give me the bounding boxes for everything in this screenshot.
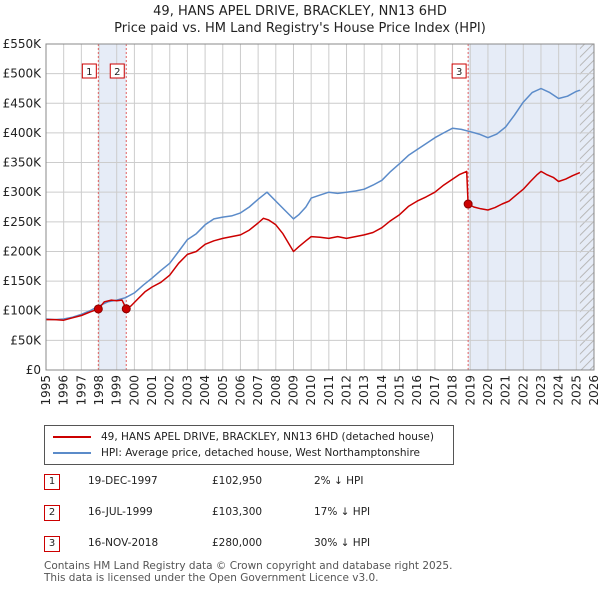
x-tick-label: 2026	[587, 375, 600, 406]
chart-title: 49, HANS APEL DRIVE, BRACKLEY, NN13 6HD	[153, 4, 447, 19]
x-tick-label: 1999	[110, 375, 124, 406]
property-price-line	[46, 170, 581, 321]
sale-row: 2 16-JUL-1999 £103,300 17% ↓ HPI	[44, 505, 564, 536]
sale-marker-label: 1	[86, 67, 92, 78]
sale-price: £102,950	[212, 475, 263, 487]
x-tick-label: 2002	[163, 375, 177, 406]
x-tick-label: 2019	[463, 375, 477, 406]
y-tick-label: £200K	[3, 244, 43, 258]
sale-row: 1 19-DEC-1997 £102,950 2% ↓ HPI	[44, 474, 564, 505]
sale-date: 16-JUL-1999	[88, 506, 153, 518]
sale-date: 16-NOV-2018	[88, 537, 159, 549]
sale-row: 3 16-NOV-2018 £280,000 30% ↓ HPI	[44, 536, 564, 567]
shaded-span	[468, 44, 594, 370]
x-tick-label: 2005	[216, 375, 230, 406]
sale-hpi-diff: 2% ↓ HPI	[314, 475, 364, 487]
x-tick-label: 2016	[410, 375, 424, 406]
legend-blue-label: HPI: Average price, detached house, West…	[101, 447, 420, 459]
sale-point	[121, 304, 131, 314]
footer-copyright: Contains HM Land Registry data © Crown c…	[44, 560, 453, 572]
y-tick-label: £0	[26, 363, 41, 377]
x-tick-label: 2008	[269, 375, 283, 406]
x-tick-label: 1997	[74, 375, 88, 406]
x-tick-label: 2007	[251, 375, 265, 406]
legend-red-line	[53, 436, 91, 438]
x-tick-label: 2022	[516, 375, 530, 406]
sale-marker: 2	[44, 505, 60, 521]
legend-red-label: 49, HANS APEL DRIVE, BRACKLEY, NN13 6HD …	[101, 431, 434, 443]
sale-hpi-diff: 17% ↓ HPI	[314, 506, 371, 518]
x-tick-label: 1995	[39, 375, 53, 406]
sale-marker-box	[109, 63, 125, 79]
sale-marker-box	[451, 63, 467, 79]
chart-subtitle: Price paid vs. HM Land Registry's House …	[114, 21, 486, 36]
y-tick-label: £50K	[10, 333, 42, 347]
legend-blue-line	[53, 452, 91, 454]
plot-frame	[45, 43, 595, 371]
footer: Contains HM Land Registry data © Crown c…	[44, 560, 452, 584]
y-tick-label: £450K	[3, 96, 43, 110]
sale-price: £103,300	[212, 506, 263, 518]
y-tick-label: £150K	[3, 274, 43, 288]
x-tick-label: 2003	[180, 375, 194, 406]
y-tick-label: £400K	[3, 126, 43, 140]
sale-marker-label: 3	[456, 67, 462, 78]
sale-marker-box	[81, 63, 97, 79]
x-tick-label: 2020	[481, 375, 495, 406]
sale-date: 19-DEC-1997	[88, 475, 158, 487]
y-tick-label: £500K	[3, 67, 43, 81]
x-tick-label: 2001	[145, 375, 159, 406]
x-tick-label: 2010	[304, 375, 318, 406]
x-tick-label: 2023	[534, 375, 548, 406]
x-tick-label: 2009	[286, 375, 300, 406]
x-tick-label: 2004	[198, 375, 212, 406]
y-tick-label: £100K	[3, 304, 43, 318]
x-tick-label: 2014	[375, 375, 389, 406]
shaded-span	[98, 44, 127, 370]
legend-item-property: 49, HANS APEL DRIVE, BRACKLEY, NN13 6HD …	[53, 429, 434, 445]
x-tick-label: 2000	[127, 375, 141, 406]
x-tick-label: 1996	[57, 375, 71, 406]
sale-marker: 1	[44, 474, 60, 490]
sale-point	[463, 199, 473, 209]
hpi-line	[45, 87, 581, 321]
sale-marker-label: 2	[114, 67, 120, 78]
legend-item-hpi: HPI: Average price, detached house, West…	[53, 445, 420, 461]
legend: 49, HANS APEL DRIVE, BRACKLEY, NN13 6HD …	[44, 425, 454, 465]
x-tick-label: 2012	[340, 375, 354, 406]
sale-point	[93, 304, 103, 314]
sale-hpi-diff: 30% ↓ HPI	[314, 537, 371, 549]
forecast-hatch	[579, 44, 594, 370]
y-tick-label: £250K	[3, 215, 43, 229]
y-tick-label: £300K	[3, 185, 43, 199]
x-tick-label: 2006	[233, 375, 247, 406]
x-tick-label: 2025	[569, 375, 583, 406]
x-tick-label: 2021	[499, 375, 513, 406]
sales-table: 1 19-DEC-1997 £102,950 2% ↓ HPI 2 16-JUL…	[44, 474, 564, 567]
price-chart: £0 £50K £100K £150K £200K £250K £300K £350K £400…	[3, 37, 600, 406]
x-tick-label: 2013	[357, 375, 371, 406]
sale-marker: 3	[44, 536, 60, 552]
x-tick-label: 2018	[446, 375, 460, 406]
x-tick-label: 2024	[552, 375, 566, 406]
x-tick-label: 2011	[322, 375, 336, 406]
x-tick-label: 2017	[428, 375, 442, 406]
sale-price: £280,000	[212, 537, 263, 549]
x-tick-label: 1998	[92, 375, 106, 406]
y-tick-label: £350K	[3, 156, 43, 170]
x-tick-label: 2015	[393, 375, 407, 406]
y-tick-label: £550K	[3, 37, 43, 51]
footer-licence: This data is licensed under the Open Gov…	[44, 572, 379, 584]
